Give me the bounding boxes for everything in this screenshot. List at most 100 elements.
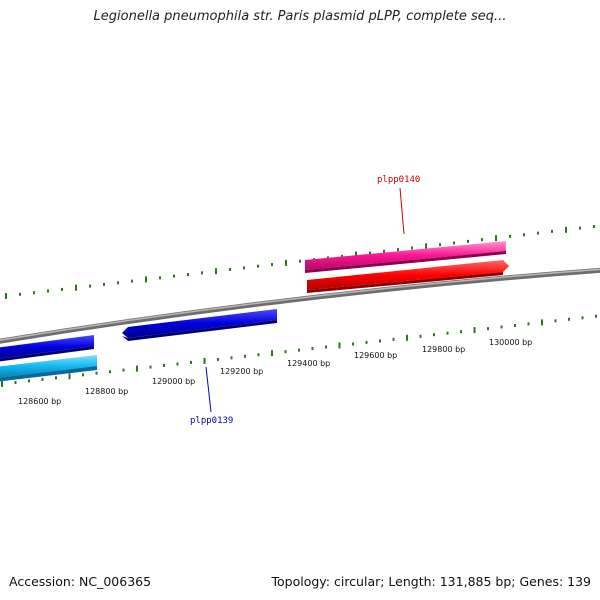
scale-label-129000: 129000 bp: [152, 377, 195, 386]
inner-tick: [271, 350, 273, 357]
inner-tick: [541, 319, 543, 326]
inner-tick: [41, 377, 44, 381]
outer-tick: [299, 259, 301, 263]
inner-tick: [68, 373, 71, 380]
inner-tick: [487, 327, 489, 331]
inner-tick: [392, 337, 395, 341]
inner-tick: [55, 376, 57, 380]
outer-tick: [341, 254, 343, 258]
feature-plpp0140-cds[interactable]: [307, 260, 509, 293]
outer-tick: [75, 284, 77, 291]
inner-tick: [365, 340, 368, 344]
inner-tick: [28, 379, 30, 383]
outer-tick: [103, 282, 105, 286]
outer-tick: [131, 279, 133, 283]
inner-tick: [554, 319, 557, 323]
tick-marks-outer: [5, 225, 595, 299]
scale-label-128800: 128800 bp: [85, 387, 128, 396]
inner-tick: [136, 365, 138, 372]
inner-tick: [244, 354, 246, 358]
page-title: Legionella pneumophila str. Paris plasmi…: [93, 9, 507, 24]
inner-tick: [163, 364, 165, 367]
outer-tick: [355, 251, 357, 258]
gene-label-plpp0139[interactable]: plpp0139: [190, 416, 233, 426]
inner-tick: [568, 317, 570, 321]
outer-tick: [383, 249, 385, 253]
inner-tick: [109, 370, 111, 374]
inner-tick: [325, 345, 327, 349]
outer-tick: [523, 233, 525, 237]
inner-tick: [14, 381, 17, 384]
outer-tick: [187, 273, 189, 276]
inner-tick: [338, 342, 341, 349]
outer-tick: [495, 235, 497, 242]
inner-tick: [190, 360, 192, 364]
inner-tick: [230, 356, 233, 360]
inner-tick: [311, 347, 314, 351]
inner-tick: [379, 339, 381, 343]
feature-pink-cds[interactable]: [305, 241, 506, 273]
outer-tick: [551, 229, 553, 233]
inner-tick: [122, 368, 125, 372]
scale-label-129200: 129200 bp: [220, 367, 263, 376]
inner-tick: [406, 334, 408, 341]
scale-label-129800: 129800 bp: [422, 345, 465, 354]
inner-tick: [149, 365, 152, 369]
inner-tick: [257, 353, 260, 357]
inner-tick: [473, 327, 476, 334]
outer-tick: [19, 292, 21, 296]
scale-label-130000: 130000 bp: [489, 338, 532, 347]
outer-tick: [201, 271, 203, 275]
inner-tick: [527, 322, 530, 326]
inner-tick: [95, 371, 98, 375]
inner-tick: [595, 314, 597, 318]
feature-plpp0139-cds[interactable]: [122, 309, 277, 341]
backbone-highlight: [0, 268, 600, 341]
outer-tick: [173, 274, 175, 278]
outer-tick: [145, 276, 147, 283]
inner-tick: [514, 324, 516, 327]
inner-tick: [298, 348, 300, 352]
outer-tick: [467, 239, 469, 243]
outer-tick: [411, 246, 413, 250]
outer-tick: [229, 268, 231, 271]
scale-label-128600: 128600 bp: [18, 397, 61, 406]
inner-tick: [500, 325, 503, 329]
outer-tick: [425, 243, 427, 250]
outer-tick: [537, 231, 539, 235]
outer-tick: [117, 281, 119, 285]
outer-tick: [453, 241, 455, 245]
gene-label-plpp0140[interactable]: plpp0140: [377, 175, 420, 185]
outer-tick: [369, 251, 371, 255]
outer-tick: [89, 284, 91, 288]
outer-tick: [285, 259, 287, 266]
feature-blue-cds-left[interactable]: [0, 335, 94, 362]
inner-tick: [176, 362, 179, 366]
inner-tick: [581, 316, 584, 320]
topology-summary: Topology: circular; Length: 131,885 bp; …: [271, 574, 592, 589]
outer-tick: [271, 263, 273, 266]
outer-tick: [481, 238, 483, 242]
outer-tick: [33, 291, 35, 295]
outer-tick: [257, 264, 259, 268]
plpp0140-callout-line: [399, 187, 405, 235]
inner-tick: [433, 333, 435, 337]
inner-tick: [217, 357, 219, 361]
inner-tick: [1, 381, 3, 387]
scale-labels: 128600 bp 128800 bp 129000 bp 129200 bp 1294…: [18, 338, 532, 406]
inner-tick: [419, 334, 422, 338]
outer-tick: [397, 248, 399, 252]
outer-tick: [439, 243, 441, 247]
inner-tick: [460, 330, 462, 334]
plpp0139-callout-line: [205, 366, 212, 413]
inner-tick: [82, 373, 84, 377]
inner-tick: [446, 331, 449, 335]
feature-cyan-cds[interactable]: [0, 355, 97, 382]
outer-tick: [243, 266, 245, 270]
scale-label-129600: 129600 bp: [354, 351, 397, 360]
outer-tick: [215, 268, 217, 275]
outer-tick: [159, 276, 161, 280]
backbone-arc: [0, 267, 600, 344]
accession-text: Accession: NC_006365: [9, 574, 152, 589]
